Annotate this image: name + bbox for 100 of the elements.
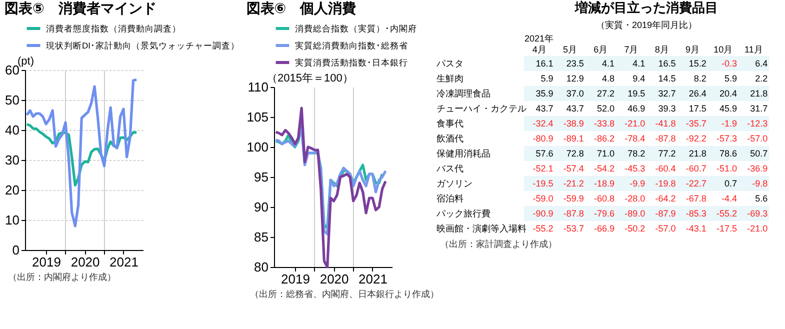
legend-label: 実質消費活動指数･日本銀行: [295, 58, 408, 68]
data-label: -64.2: [655, 194, 676, 204]
data-label: 46.9: [628, 104, 646, 114]
data-label: -22.7: [686, 178, 706, 188]
x-tick-label: 10月: [714, 44, 733, 54]
y-tick-label: 40: [5, 122, 20, 138]
data-label: -69.3: [747, 208, 768, 218]
data-label: -87.8: [563, 208, 584, 218]
data-label: -57.4: [563, 164, 584, 174]
data-label: -19.5: [532, 178, 554, 188]
data-label: -59.9: [563, 194, 584, 204]
data-label: -21.0: [747, 224, 768, 234]
data-label: -21.2: [563, 178, 584, 188]
data-label: 17.5: [688, 104, 706, 114]
data-label: -41.8: [655, 118, 676, 128]
data-label: 5.9: [540, 74, 554, 84]
data-label: -57.0: [747, 134, 768, 144]
data-label: -60.7: [686, 164, 706, 174]
x-tick-label: 2020: [320, 272, 349, 286]
data-label: -17.5: [716, 224, 738, 234]
data-label: 71.0: [597, 148, 615, 158]
data-label: -50.2: [624, 224, 646, 234]
data-label: 32.7: [658, 88, 676, 98]
data-label: -33.8: [594, 118, 615, 128]
data-label: 21.8: [688, 148, 706, 158]
data-label: 4.1: [602, 58, 615, 68]
x-tick-label: 2021: [110, 254, 138, 270]
data-label: 4.8: [602, 74, 615, 84]
y-tick-label: 85: [254, 230, 268, 244]
data-label: -32.4: [532, 118, 554, 128]
data-label: 5.6: [755, 194, 768, 204]
data-label: -89.0: [624, 208, 646, 218]
line-series: [26, 78, 138, 228]
y-tick-label: 飲酒代: [436, 134, 464, 144]
data-label: 37.0: [566, 88, 584, 98]
y-tick-label: 0: [12, 242, 20, 258]
data-label: 78.2: [628, 148, 646, 158]
y-tick-label: 30: [5, 152, 20, 168]
data-label: 2.2: [755, 74, 768, 84]
data-label: -86.2: [594, 134, 615, 144]
data-label: -0.3: [722, 58, 738, 68]
data-label: -92.2: [686, 134, 706, 144]
y-tick-label: 95: [254, 170, 268, 184]
y-tick-label: 110: [248, 80, 268, 94]
data-label: -54.2: [594, 164, 615, 174]
data-label: 57.6: [536, 148, 554, 158]
line-series: [274, 106, 387, 268]
data-label: -55.2: [532, 224, 554, 234]
x-tick-label: 5月: [562, 44, 577, 54]
data-label: 8.2: [694, 74, 706, 84]
data-label: 50.7: [750, 148, 768, 158]
data-label: 15.2: [688, 58, 706, 68]
data-label: -57.3: [716, 134, 738, 144]
chart-title: 増減が目立った消費品目: [574, 0, 718, 15]
y-tick-label: 宿泊料: [436, 194, 464, 204]
data-label: -9.9: [630, 178, 646, 188]
data-label: -35.7: [686, 118, 706, 128]
data-label: -38.9: [563, 118, 584, 128]
data-label: -36.9: [747, 164, 768, 174]
y-tick-label: 60: [5, 62, 20, 78]
data-label: -89.1: [563, 134, 584, 144]
data-label: -21.0: [624, 118, 646, 128]
legend-label: 消費者態度指数（消費動向調査）: [46, 24, 181, 34]
data-label: 26.4: [688, 88, 706, 98]
data-label: -19.8: [655, 178, 676, 188]
data-label: -28.0: [624, 194, 646, 204]
data-label: 6.4: [755, 58, 768, 68]
chart-title: 図表⑥ 個人消費: [246, 0, 356, 16]
data-label: -90.9: [532, 208, 554, 218]
data-label: 45.9: [720, 104, 738, 114]
data-label: 39.3: [658, 104, 676, 114]
legend-label: 消費総合指数（実質）･内閣府: [295, 24, 417, 34]
data-label: 35.9: [536, 88, 554, 98]
chart-title: 図表⑤ 消費者マインド: [4, 0, 156, 16]
data-label: 27.2: [597, 88, 615, 98]
data-label: -60.8: [594, 194, 615, 204]
data-label: -1.9: [722, 118, 738, 128]
y-tick-label: チューハイ・カクテル: [436, 104, 526, 114]
data-label: 72.8: [566, 148, 584, 158]
x-tick-label: 6月: [594, 44, 608, 54]
data-label: -87.8: [655, 134, 676, 144]
data-label: 21.8: [750, 88, 768, 98]
data-label: -52.1: [532, 164, 554, 174]
x-tick-label: 11月: [744, 44, 763, 54]
data-label: -4.4: [722, 194, 738, 204]
data-label: 0.7: [724, 178, 738, 188]
y-tick-label: 生鮮肉: [436, 74, 464, 84]
y-tick-label: パック旅行費: [436, 208, 490, 218]
y-tick-label: 保健用消耗品: [436, 148, 490, 158]
data-label: -55.2: [716, 208, 738, 218]
data-label: -59.0: [532, 194, 554, 204]
data-label: -9.8: [752, 178, 768, 188]
data-label: -45.3: [624, 164, 646, 174]
x-tick-label: 2019: [281, 272, 310, 286]
x-tick-label: 2019: [32, 254, 61, 270]
x-tick-label: 7月: [624, 44, 638, 54]
data-label: 20.4: [720, 88, 738, 98]
x-tick-label: 4月: [532, 44, 546, 54]
y-tick-label: 10: [5, 212, 20, 228]
data-label: -87.9: [655, 208, 676, 218]
